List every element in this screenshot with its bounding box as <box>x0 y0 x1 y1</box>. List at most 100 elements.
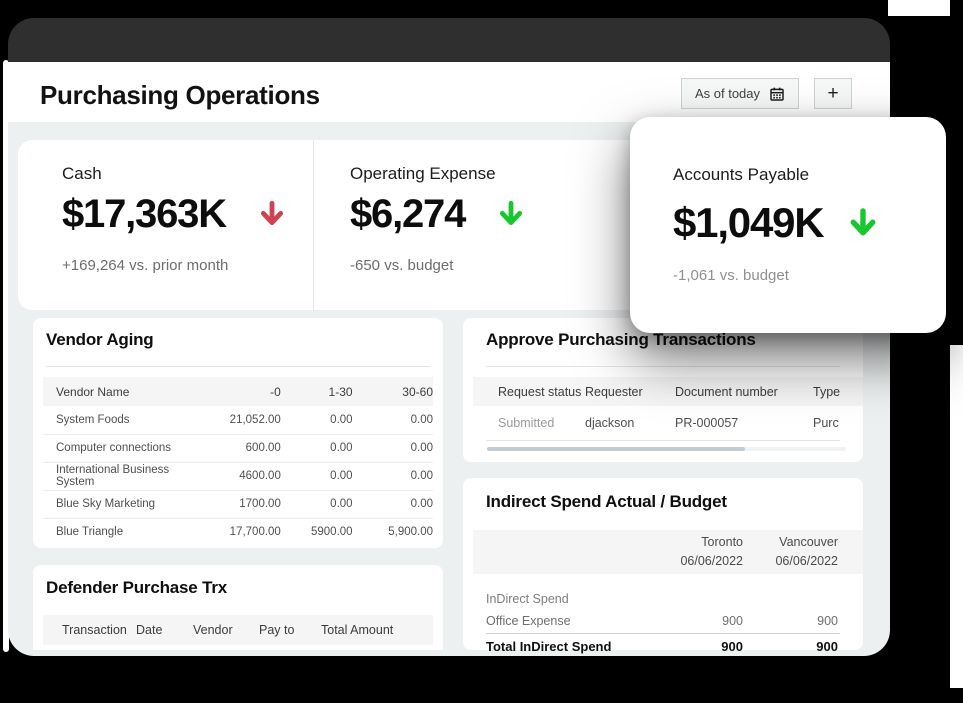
kpi-value: $1,049K <box>673 199 825 246</box>
amount: 0.00 <box>410 498 433 510</box>
kpi-value: $6,274 <box>350 192 466 236</box>
indirect-spend-card: Indirect Spend Actual / Budget Toronto 0… <box>463 478 863 654</box>
column-city: Vancouver <box>779 535 838 550</box>
total-row: Total InDirect Spend 900 900 <box>473 635 863 657</box>
amount: 0.00 <box>410 442 433 454</box>
defender-purchase-card: Defender Purchase Trx Transaction Date V… <box>33 565 443 650</box>
divider <box>46 366 430 367</box>
column-header: 30-60 <box>402 384 433 399</box>
table-row[interactable]: System Foods 21,052.00 0.00 0.00 <box>43 406 433 435</box>
approve-header-row: Request status Requester Document number… <box>473 377 863 406</box>
column-header: 1-30 <box>328 384 353 399</box>
column-header: Date <box>136 623 163 637</box>
divider <box>486 366 840 367</box>
column-city: Toronto <box>701 535 743 550</box>
column-header: -0 <box>270 384 281 399</box>
column-header: Requester <box>585 384 643 399</box>
vendor-aging-header-row: Vendor Name -0 1-30 30-60 <box>43 377 433 406</box>
amount: 900 <box>722 614 743 628</box>
kpi-label: Cash <box>62 164 102 183</box>
kpi-label: Accounts Payable <box>673 165 810 184</box>
vendor-name: International Business System <box>56 464 170 488</box>
card-title: Vendor Aging <box>46 330 154 349</box>
kpi-card-cash[interactable]: Cash $17,363K +169,264 vs. prior month <box>18 140 313 310</box>
amount: 0.00 <box>330 414 353 426</box>
page-background-peek-right <box>950 345 963 688</box>
column-header: Vancouver 06/06/2022 <box>743 533 838 571</box>
column-header: Toronto 06/06/2022 <box>648 533 743 571</box>
defender-header-row: Transaction Date Vendor Pay to Total Amo… <box>43 615 433 645</box>
amount: 0.00 <box>330 498 353 510</box>
kpi-card-operating-expense[interactable]: Operating Expense $6,274 -650 vs. budget <box>313 140 630 310</box>
column-header: Vendor Name <box>56 384 130 399</box>
amount: 600.00 <box>245 442 281 454</box>
card-title: Approve Purchasing Transactions <box>486 330 756 349</box>
vendor-name: System Foods <box>56 414 130 426</box>
table-row[interactable]: Computer connections 600.00 0.00 0.00 <box>43 434 433 463</box>
total-amount: 900 <box>816 638 838 654</box>
window-titlebar <box>8 18 890 62</box>
table-row[interactable]: Blue Sky Marketing 1700.00 0.00 0.00 <box>43 490 433 519</box>
page-background-peek-top <box>888 0 950 16</box>
amount: 5900.00 <box>310 526 353 538</box>
column-date: 06/06/2022 <box>775 554 838 568</box>
as-of-date-label: As of today <box>694 86 761 101</box>
trend-down-arrow-icon <box>260 200 283 226</box>
kpi-label: Operating Expense <box>350 164 496 183</box>
type: Purc <box>813 415 839 430</box>
column-header: Type <box>813 384 841 399</box>
divider <box>486 633 840 634</box>
card-title: Indirect Spend Actual / Budget <box>486 492 727 511</box>
request-status: Submitted <box>498 415 555 430</box>
total-label: Total InDirect Spend <box>486 638 612 654</box>
table-row[interactable]: Office Expense 900 900 <box>473 610 863 632</box>
kpi-delta: -1,061 vs. budget <box>673 267 789 284</box>
horizontal-scrollbar[interactable] <box>487 447 846 451</box>
page-title: Purchasing Operations <box>40 80 320 110</box>
vendor-aging-card: Vendor Aging Vendor Name -0 1-30 30-60 S… <box>33 318 443 548</box>
calendar-icon <box>770 87 784 101</box>
column-header: Document number <box>675 384 778 399</box>
amount: 5,900.00 <box>388 526 433 538</box>
table-row[interactable]: Submitted djackson PR-000057 Purc <box>473 406 863 439</box>
table-row[interactable]: International Business System 4600.00 0.… <box>43 462 433 491</box>
amount: 0.00 <box>330 442 353 454</box>
column-header: Total Amount <box>321 623 394 637</box>
amount: 0.00 <box>410 414 433 426</box>
amount: 21,052.00 <box>229 414 281 426</box>
table-row[interactable]: Blue Triangle 17,700.00 5900.00 5,900.00 <box>43 518 433 546</box>
column-header: Vendor <box>193 623 233 637</box>
kpi-delta: +169,264 vs. prior month <box>62 257 229 274</box>
scrollbar-thumb[interactable] <box>487 447 745 451</box>
vendor-name: Blue Sky Marketing <box>56 498 156 510</box>
approve-transactions-card: Approve Purchasing Transactions Request … <box>463 318 863 462</box>
column-header: Pay to <box>259 623 295 637</box>
add-widget-button[interactable]: + <box>814 78 852 109</box>
requester: djackson <box>585 415 635 430</box>
column-date: 06/06/2022 <box>680 554 743 568</box>
amount: 1700.00 <box>239 498 281 510</box>
amount: 0.00 <box>410 470 433 482</box>
kpi-delta: -650 vs. budget <box>350 257 454 274</box>
trend-down-arrow-icon <box>500 200 523 226</box>
total-amount: 900 <box>721 638 743 654</box>
window-edge-highlight <box>3 60 9 652</box>
card-title: Defender Purchase Trx <box>46 578 227 597</box>
as-of-date-button[interactable]: As of today <box>681 78 799 109</box>
group-label-row: InDirect Spend <box>473 588 863 610</box>
kpi-card-accounts-payable[interactable]: Accounts Payable $1,049K -1,061 vs. budg… <box>630 117 946 333</box>
amount: 900 <box>817 614 838 628</box>
expense-label: Office Expense <box>486 614 571 628</box>
vendor-name: Computer connections <box>56 442 172 454</box>
indirect-spend-header-row: Toronto 06/06/2022 Vancouver 06/06/2022 <box>473 530 863 574</box>
document-number[interactable]: PR-000057 <box>675 415 739 430</box>
amount: 17,700.00 <box>229 526 281 538</box>
column-header: Request status <box>498 384 582 399</box>
column-header: Transaction <box>62 623 127 637</box>
trend-down-arrow-icon <box>850 208 876 236</box>
group-label: InDirect Spend <box>486 592 569 606</box>
vendor-name: Blue Triangle <box>56 526 124 538</box>
amount: 4600.00 <box>239 470 281 482</box>
kpi-value: $17,363K <box>62 192 227 236</box>
divider <box>486 440 840 441</box>
